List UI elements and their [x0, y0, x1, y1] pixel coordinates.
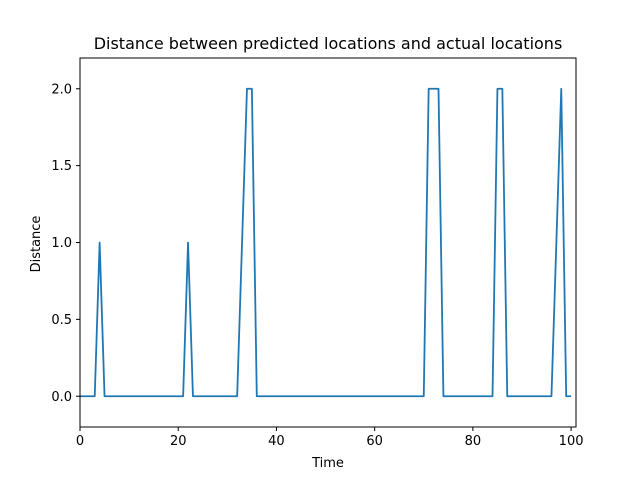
chart-title: Distance between predicted locations and… — [94, 34, 563, 53]
y-axis-label: Distance — [29, 216, 44, 273]
x-tick-label: 100 — [559, 434, 584, 449]
x-tick-label: 80 — [465, 434, 482, 449]
y-tick-label: 1.0 — [51, 236, 72, 251]
series-line-0 — [80, 87, 572, 398]
plot-area: 0 20 40 60 80 100 0.0 0.5 1.0 1.5 2.0 — [51, 57, 584, 449]
x-tick-label: 20 — [170, 434, 187, 449]
x-tick-label: 40 — [268, 434, 285, 449]
y-tick-label: 1.5 — [51, 159, 72, 174]
y-tick-label: 0.5 — [51, 313, 72, 328]
x-tick-label: 0 — [76, 434, 84, 449]
x-tick-label: 60 — [366, 434, 383, 449]
x-axis-label: Time — [311, 456, 344, 471]
y-tick-label: 2.0 — [51, 82, 72, 97]
y-tick-label: 0.0 — [51, 390, 72, 405]
